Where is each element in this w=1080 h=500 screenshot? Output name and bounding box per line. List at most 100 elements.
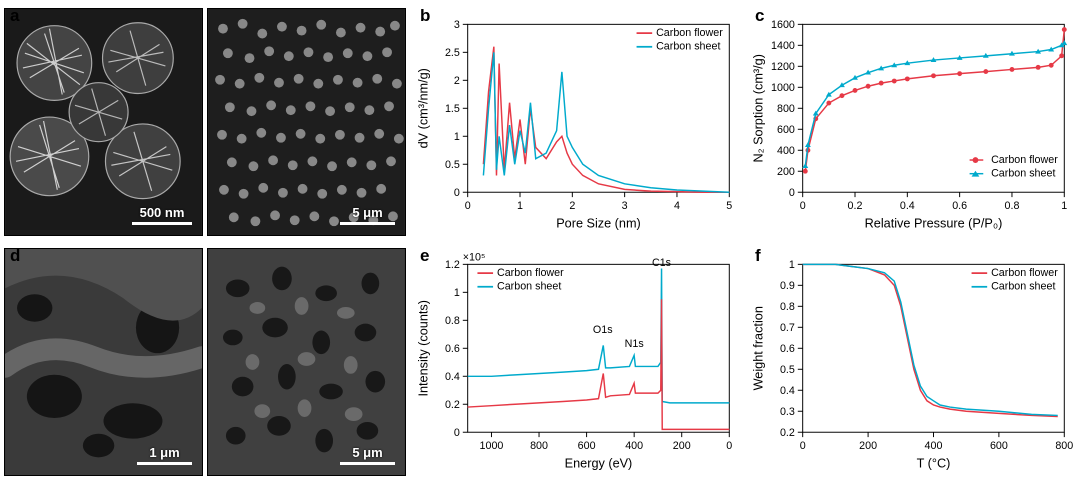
svg-text:800: 800	[777, 103, 795, 115]
svg-text:1000: 1000	[480, 440, 504, 452]
svg-text:1.2: 1.2	[445, 259, 460, 271]
svg-text:Carbon flower: Carbon flower	[656, 27, 723, 39]
scalebar-text: 500 nm	[140, 205, 185, 220]
svg-text:200: 200	[777, 166, 795, 178]
scalebar-text: 5 μm	[352, 445, 382, 460]
svg-text:400: 400	[777, 145, 795, 157]
svg-text:0: 0	[465, 200, 471, 212]
svg-text:Intensity (counts): Intensity (counts)	[417, 300, 431, 397]
svg-text:1: 1	[517, 200, 523, 212]
svg-text:Carbon flower: Carbon flower	[991, 154, 1058, 166]
svg-text:0.9: 0.9	[780, 280, 795, 292]
svg-text:0: 0	[454, 427, 460, 439]
svg-text:5: 5	[726, 200, 732, 212]
svg-text:Carbon flower: Carbon flower	[497, 267, 564, 279]
chart-b: 01234500.511.522.53Pore Size (nm)dV (cm³…	[414, 4, 741, 236]
svg-text:0: 0	[800, 200, 806, 212]
svg-text:Pore Size (nm): Pore Size (nm)	[556, 216, 641, 230]
svg-text:0.6: 0.6	[780, 343, 795, 355]
sem-pair-a: 500 nm	[4, 4, 406, 236]
svg-text:Relative Pressure (P/P₀): Relative Pressure (P/P₀)	[865, 216, 1003, 230]
svg-text:200: 200	[859, 440, 877, 452]
svg-text:Energy (eV): Energy (eV)	[565, 456, 633, 470]
svg-text:0: 0	[454, 187, 460, 199]
scalebar-line	[137, 462, 192, 465]
svg-text:N₂ Sorption (cm³/g): N₂ Sorption (cm³/g)	[752, 54, 766, 162]
svg-text:0.8: 0.8	[445, 315, 460, 327]
svg-text:×10⁵: ×10⁵	[463, 251, 486, 263]
svg-text:0.6: 0.6	[952, 200, 967, 212]
svg-text:N1s: N1s	[625, 338, 644, 350]
scalebar-a-right: 5 μm	[340, 205, 395, 225]
svg-text:1: 1	[454, 287, 460, 299]
scalebar-d-left: 1 μm	[137, 445, 192, 465]
svg-text:0: 0	[789, 187, 795, 199]
svg-text:0.4: 0.4	[445, 371, 460, 383]
svg-text:600: 600	[777, 124, 795, 136]
svg-text:dV (cm³/nm/g): dV (cm³/nm/g)	[417, 68, 431, 148]
svg-text:Carbon sheet: Carbon sheet	[991, 281, 1055, 293]
scalebar-d-right: 5 μm	[340, 445, 395, 465]
svg-text:0: 0	[800, 440, 806, 452]
svg-text:0.8: 0.8	[1005, 200, 1020, 212]
svg-text:400: 400	[625, 440, 643, 452]
panel-label-f: f	[755, 246, 761, 266]
panel-f: f 02004006008000.20.30.40.50.60.70.80.91…	[745, 240, 1080, 480]
svg-text:1000: 1000	[771, 82, 795, 94]
sem-a-right: 5 μm	[207, 8, 406, 236]
svg-text:0.8: 0.8	[780, 301, 795, 313]
svg-text:1: 1	[789, 259, 795, 271]
svg-text:3: 3	[622, 200, 628, 212]
panel-label-c: c	[755, 6, 764, 26]
sem-d-right: 5 μm	[207, 248, 406, 476]
svg-text:1: 1	[454, 131, 460, 143]
sem-d-left: 1 μm	[4, 248, 203, 476]
scalebar-line	[340, 222, 395, 225]
svg-text:4: 4	[674, 200, 680, 212]
svg-text:1200: 1200	[771, 61, 795, 73]
scalebar-line	[132, 222, 192, 225]
svg-text:1.5: 1.5	[445, 103, 460, 115]
panel-label-a: a	[10, 6, 19, 26]
svg-text:2.5: 2.5	[445, 47, 460, 59]
panel-label-b: b	[420, 6, 430, 26]
svg-text:800: 800	[1055, 440, 1073, 452]
scalebar-line	[340, 462, 395, 465]
svg-text:Carbon sheet: Carbon sheet	[991, 168, 1055, 180]
chart-c: 00.20.40.60.8102004006008001000120014001…	[749, 4, 1076, 236]
svg-text:2: 2	[569, 200, 575, 212]
svg-text:0.3: 0.3	[780, 406, 795, 418]
svg-text:O1s: O1s	[593, 324, 613, 336]
svg-text:1400: 1400	[771, 40, 795, 52]
panel-e: e 1000 800 600 400 200 0 0 0.2 0.4 0.6 0.8 1 1.2 O1s N…	[410, 240, 745, 480]
svg-text:600: 600	[578, 440, 596, 452]
svg-text:600: 600	[990, 440, 1008, 452]
panel-b: b 01234500.511.522.53Pore Size (nm)dV (c…	[410, 0, 745, 240]
svg-text:0.5: 0.5	[780, 364, 795, 376]
svg-text:T (°C): T (°C)	[917, 456, 951, 470]
svg-text:0.6: 0.6	[445, 343, 460, 355]
panel-label-e: e	[420, 246, 429, 266]
svg-text:0.4: 0.4	[900, 200, 915, 212]
scalebar-text: 1 μm	[149, 445, 179, 460]
chart-f: 02004006008000.20.30.40.50.60.70.80.91T …	[749, 244, 1076, 476]
svg-text:C1s: C1s	[652, 257, 671, 269]
panel-d: d 1 μm	[0, 240, 410, 480]
svg-text:800: 800	[530, 440, 548, 452]
svg-text:Carbon sheet: Carbon sheet	[656, 41, 720, 53]
svg-text:400: 400	[925, 440, 943, 452]
svg-text:Carbon flower: Carbon flower	[991, 267, 1058, 279]
svg-text:0.7: 0.7	[780, 322, 795, 334]
svg-text:3: 3	[454, 19, 460, 31]
svg-text:0.2: 0.2	[445, 399, 460, 411]
svg-text:0: 0	[726, 440, 732, 452]
svg-text:1600: 1600	[771, 19, 795, 31]
svg-text:1: 1	[1061, 200, 1067, 212]
chart-e: 1000 800 600 400 200 0 0 0.2 0.4 0.6 0.8 1 1.2 O1s N1s…	[414, 244, 741, 476]
svg-text:0.2: 0.2	[780, 427, 795, 439]
panel-a: a 500 nm	[0, 0, 410, 240]
svg-text:200: 200	[673, 440, 691, 452]
svg-text:Weight fraction: Weight fraction	[752, 306, 766, 390]
scalebar-a-left: 500 nm	[132, 205, 192, 225]
scalebar-text: 5 μm	[352, 205, 382, 220]
